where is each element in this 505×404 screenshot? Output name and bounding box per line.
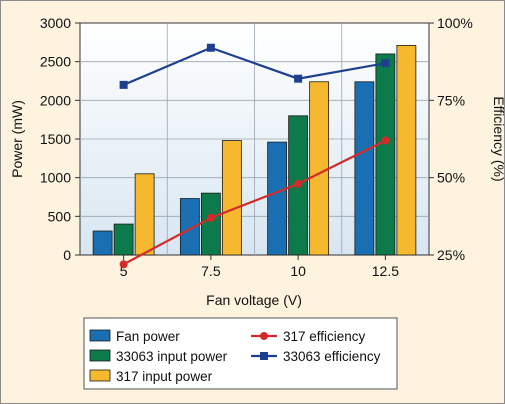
series-line (123, 139, 386, 266)
left-tick-label: 1500 (40, 131, 71, 147)
bar-series (92, 45, 417, 256)
line-point (119, 80, 128, 89)
line-point (381, 59, 390, 68)
right-tick-label: 50% (437, 170, 465, 186)
line-point (294, 74, 303, 83)
line-point (119, 260, 128, 269)
legend-label: 317 input power (116, 369, 213, 384)
left-tick-label: 2500 (40, 54, 71, 70)
left-tick-label: 1000 (40, 170, 71, 186)
legend-box (83, 317, 398, 390)
legend-swatch (89, 329, 111, 342)
series-line (123, 46, 386, 86)
line-point (381, 136, 390, 145)
legend: Fan power 317 efficiency 33063 input power… (89, 329, 381, 384)
left-tick-label: 2000 (40, 92, 71, 108)
bar (200, 192, 221, 256)
x-tick-label: 5 (120, 263, 128, 279)
left-tick-label: 500 (48, 208, 72, 224)
y-axis-right-title: Efficiency (%) (491, 96, 505, 181)
bar (113, 223, 134, 256)
legend-marker (260, 352, 268, 360)
x-axis-title: Fan voltage (V) (206, 292, 302, 308)
right-tick-label: 100% (437, 15, 473, 31)
line-point (206, 213, 215, 222)
legend-label: 33063 efficiency (283, 349, 381, 364)
right-tick-label: 25% (437, 247, 465, 263)
left-tick-label: 0 (63, 247, 71, 263)
left-axis-ticks: 0 500 1000 1500 2000 2500 3000 (40, 15, 80, 263)
right-tick-label: 75% (437, 92, 465, 108)
line-series (119, 43, 390, 269)
left-tick-label: 3000 (40, 15, 71, 31)
legend-label: 317 efficiency (283, 329, 366, 344)
bar (221, 140, 242, 256)
legend-label: Fan power (116, 329, 180, 344)
bar (309, 81, 330, 256)
line-point (206, 43, 215, 52)
bar (179, 198, 200, 256)
x-tick-label: 10 (290, 263, 306, 279)
bar (375, 53, 396, 256)
legend-label: 33063 input power (116, 349, 228, 364)
bar (354, 81, 375, 256)
legend-swatch (89, 349, 111, 362)
right-axis-ticks: 25% 50% 75% 100% (429, 15, 473, 263)
bar (92, 230, 113, 256)
x-tick-label: 12.5 (372, 263, 399, 279)
x-tick-label: 7.5 (201, 263, 221, 279)
bar (396, 45, 417, 256)
legend-marker (260, 332, 268, 340)
line-point (294, 179, 303, 188)
y-axis-left-title: Power (mW) (9, 100, 25, 178)
legend-swatch (89, 369, 111, 382)
x-axis-ticks: 5 7.5 10 12.5 (120, 255, 399, 279)
bar (267, 141, 288, 256)
bar (134, 173, 155, 256)
